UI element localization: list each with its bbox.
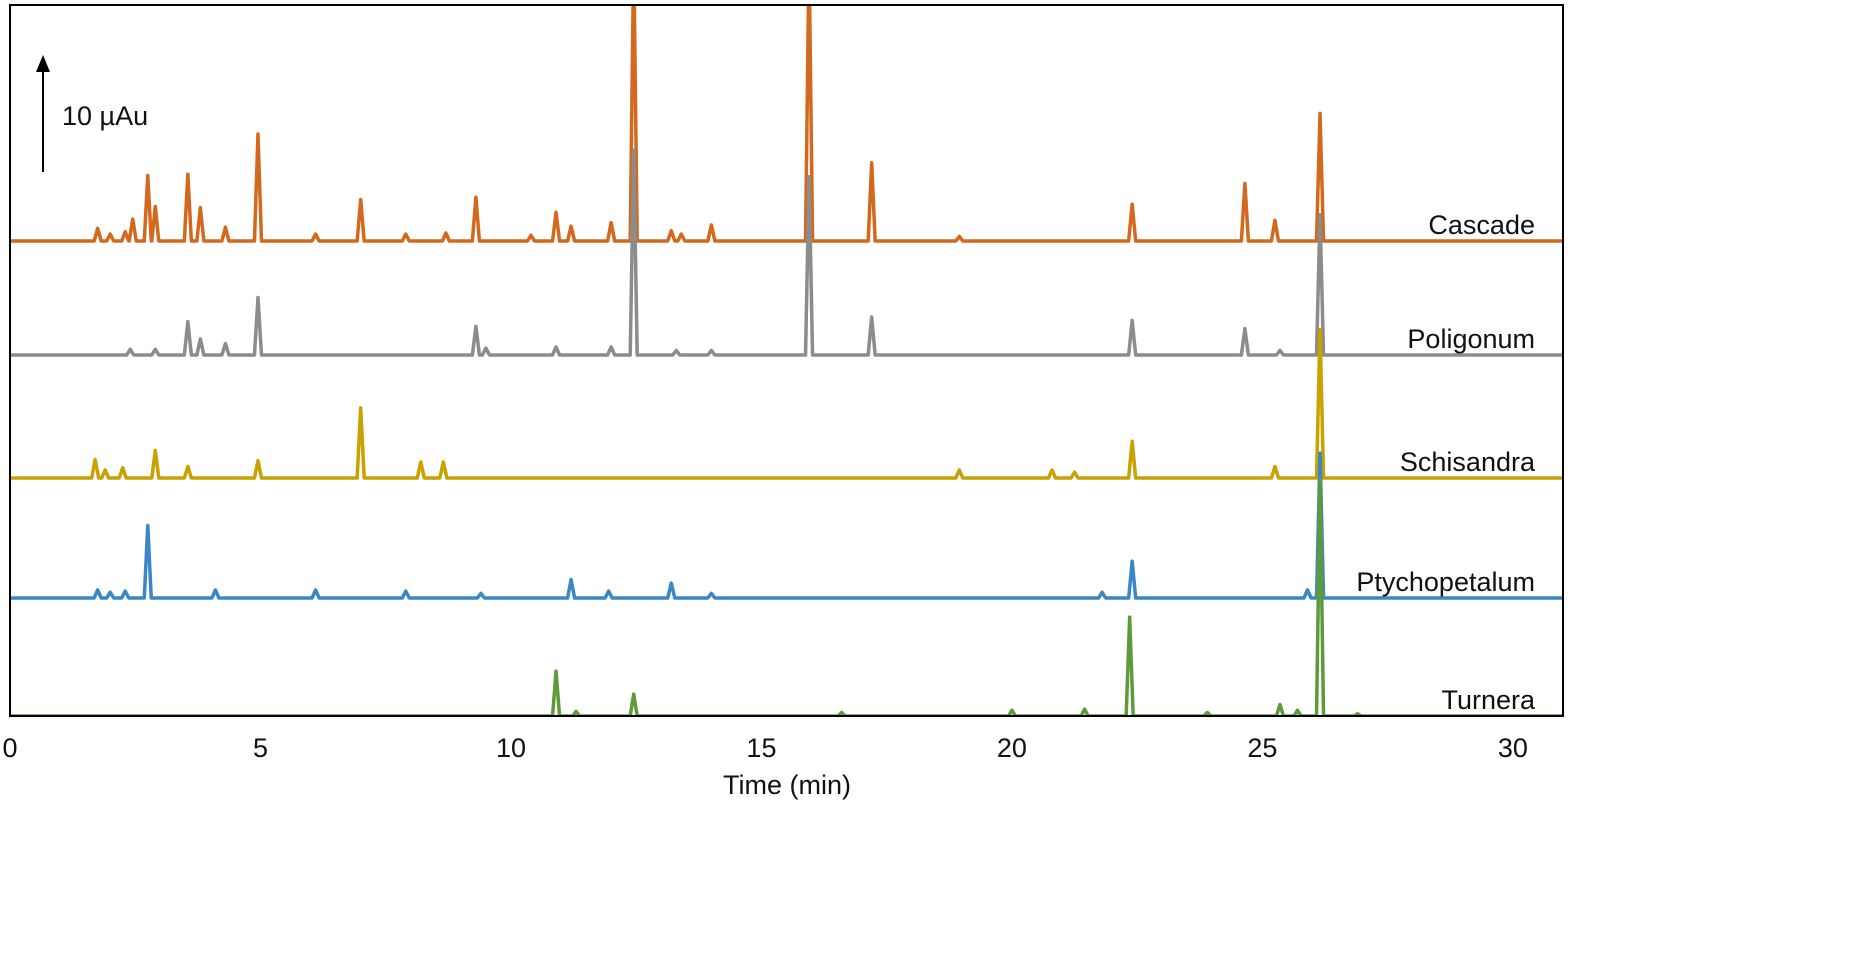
x-tick-label: 0: [2, 733, 17, 763]
x-tick-label: 25: [1247, 733, 1277, 763]
traces: [10, 5, 1563, 716]
x-tick-label: 20: [997, 733, 1027, 763]
trace-label: Turnera: [1441, 685, 1536, 715]
x-tick-label: 10: [496, 733, 526, 763]
x-tick-label: 5: [253, 733, 268, 763]
arrow-head: [36, 55, 50, 72]
trace-label: Cascade: [1428, 210, 1535, 240]
trace-label: Poligonum: [1407, 324, 1535, 354]
trace: [10, 451, 1563, 600]
scale-bar-label: 10 µAu: [62, 101, 148, 131]
trace: [10, 327, 1563, 480]
trace-label: Ptychopetalum: [1356, 567, 1535, 597]
trace: [10, 148, 1563, 357]
trace: [10, 5, 1563, 243]
trace-label: Schisandra: [1400, 447, 1536, 477]
plot-frame: [9, 4, 1564, 717]
x-tick-label: 15: [746, 733, 776, 763]
x-tick-label: 30: [1498, 733, 1528, 763]
x-axis-title: Time (min): [723, 770, 851, 800]
